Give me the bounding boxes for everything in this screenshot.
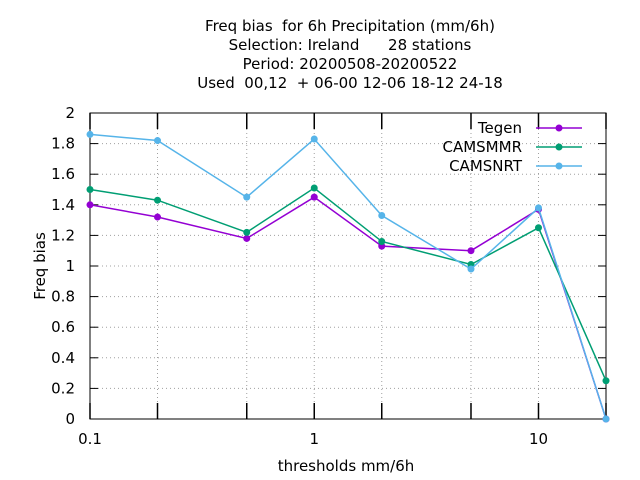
data-point-camsnrt — [602, 415, 610, 423]
y-tick-label: 1.2 — [51, 226, 75, 244]
legend-label: CAMSMMR — [442, 138, 522, 156]
data-point-tegen — [467, 247, 475, 255]
x-tick-label: 0.1 — [78, 430, 102, 448]
title-line-1: Freq bias for 6h Precipitation (mm/6h) — [205, 17, 495, 35]
data-point-tegen — [243, 234, 251, 242]
data-point-camsmmr — [154, 196, 162, 204]
data-point-tegen — [154, 213, 162, 221]
y-tick-label: 1.8 — [51, 135, 75, 153]
y-tick-label: 0.2 — [51, 379, 75, 397]
legend-marker — [555, 124, 563, 132]
x-tick-label: 10 — [529, 430, 548, 448]
data-point-camsmmr — [602, 377, 610, 385]
series-line-camsmmr — [89, 187, 607, 382]
y-tick-label: 0 — [65, 410, 75, 428]
data-point-camsnrt — [534, 204, 542, 212]
data-point-camsmmr — [534, 224, 542, 232]
y-tick-label: 1.6 — [51, 165, 75, 183]
title-line-4: Used 00,12 + 06-00 12-06 18-12 24-18 — [197, 74, 503, 92]
x-tick-label: 1 — [309, 430, 319, 448]
plot-border — [89, 112, 607, 420]
data-point-camsmmr — [243, 228, 251, 236]
y-tick-label: 1.4 — [51, 196, 75, 214]
title-line-3: Period: 20200508-20200522 — [242, 55, 458, 73]
legend-label: Tegen — [477, 119, 522, 137]
legend-label: CAMSNRT — [449, 157, 523, 175]
series-line-tegen — [89, 196, 607, 420]
y-tick-label: 0.8 — [51, 288, 75, 306]
data-point-camsmmr — [86, 186, 94, 193]
data-point-camsnrt — [86, 130, 94, 138]
data-point-camsnrt — [378, 212, 386, 220]
legend-marker — [555, 162, 563, 170]
title-line-2: Selection: Ireland 28 stations — [228, 36, 472, 54]
data-point-tegen — [310, 193, 318, 201]
x-axis-label: thresholds mm/6h — [277, 457, 415, 475]
data-point-camsnrt — [467, 265, 475, 273]
data-point-camsmmr — [378, 238, 386, 246]
y-tick-label: 0.6 — [51, 318, 75, 336]
y-tick-label: 1 — [65, 257, 75, 275]
data-point-camsnrt — [243, 193, 251, 201]
data-point-camsmmr — [310, 184, 318, 192]
data-point-camsnrt — [310, 135, 318, 143]
legend-marker — [555, 143, 563, 151]
series-line-camsnrt — [89, 133, 607, 420]
y-tick-label: 2 — [65, 104, 75, 122]
y-tick-label: 0.4 — [51, 349, 75, 367]
data-point-tegen — [86, 201, 94, 209]
data-point-camsnrt — [154, 137, 162, 145]
